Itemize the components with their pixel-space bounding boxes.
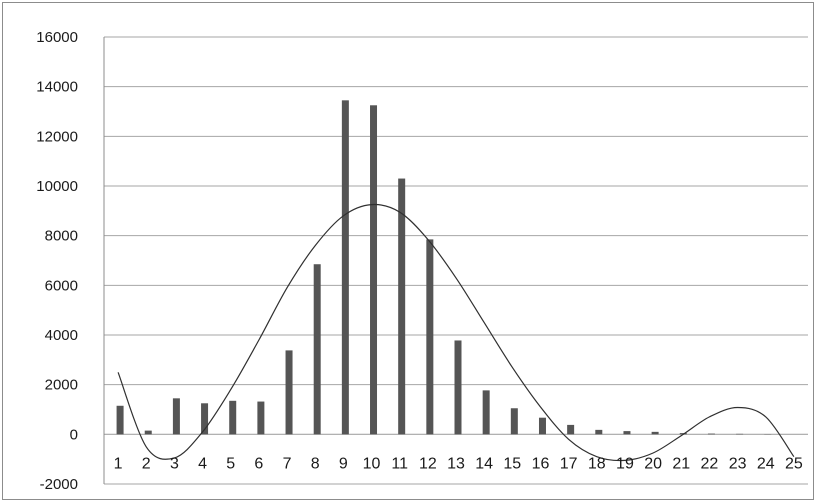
x-axis-ticks: 1 2 3 4 5 6 7 8 9 10 11 12 13 14 15 16 17 18 19 20 21 22 23 24 2…	[114, 455, 803, 472]
y-axis-ticks: 16000 14000 12000 10000 8000 6000 4000 2000 0 -20…	[36, 29, 78, 493]
x-tick-label: 13	[447, 455, 465, 472]
bar	[257, 401, 265, 435]
x-tick-label: 18	[588, 455, 606, 472]
bar	[510, 408, 518, 435]
bar	[285, 350, 293, 435]
y-tick-label: 16000	[36, 29, 78, 46]
line-series	[117, 203, 795, 462]
x-tick-label: 15	[503, 455, 521, 472]
bar	[426, 239, 434, 435]
x-tick-label: 4	[198, 455, 207, 472]
bar	[538, 417, 546, 435]
x-tick-label: 14	[475, 455, 493, 472]
y-tick-label: -2000	[40, 476, 78, 493]
y-tick-label: 0	[70, 426, 78, 443]
bar	[116, 405, 124, 435]
bar	[595, 429, 603, 435]
bar	[482, 390, 490, 435]
x-tick-label: 23	[729, 455, 747, 472]
x-tick-label: 10	[363, 455, 381, 472]
x-tick-label: 8	[311, 455, 320, 472]
trend-curve	[117, 203, 795, 462]
x-tick-label: 6	[254, 455, 263, 472]
bar-series	[116, 100, 772, 435]
x-tick-label: 12	[419, 455, 437, 472]
x-tick-label: 7	[283, 455, 292, 472]
bar	[341, 100, 349, 435]
bar	[454, 340, 462, 435]
x-tick-label: 9	[339, 455, 348, 472]
y-tick-label: 2000	[45, 377, 78, 394]
x-tick-label: 3	[170, 455, 179, 472]
bar	[144, 430, 152, 435]
x-tick-label: 5	[226, 455, 235, 472]
bar	[229, 400, 237, 435]
x-tick-label: 16	[532, 455, 550, 472]
x-tick-label: 24	[757, 455, 775, 472]
y-tick-label: 8000	[45, 228, 78, 245]
x-tick-label: 25	[785, 455, 803, 472]
bar	[201, 403, 209, 435]
y-tick-label: 6000	[45, 277, 78, 294]
bar	[651, 431, 659, 435]
bar	[398, 178, 406, 435]
y-tick-label: 12000	[36, 128, 78, 145]
y-tick-label: 14000	[36, 79, 78, 96]
bar	[313, 264, 321, 435]
x-tick-label: 21	[672, 455, 690, 472]
y-tick-label: 10000	[36, 178, 78, 195]
bar	[370, 105, 378, 435]
bar	[172, 398, 180, 435]
x-tick-label: 1	[114, 455, 123, 472]
bar	[707, 433, 715, 435]
x-tick-label: 2	[142, 455, 151, 472]
bar	[623, 431, 631, 435]
x-tick-label: 20	[644, 455, 662, 472]
x-tick-label: 22	[701, 455, 719, 472]
y-tick-label: 4000	[45, 327, 78, 344]
x-tick-label: 19	[616, 455, 634, 472]
bar	[567, 424, 575, 435]
x-tick-label: 17	[560, 455, 578, 472]
x-tick-label: 11	[391, 455, 408, 472]
